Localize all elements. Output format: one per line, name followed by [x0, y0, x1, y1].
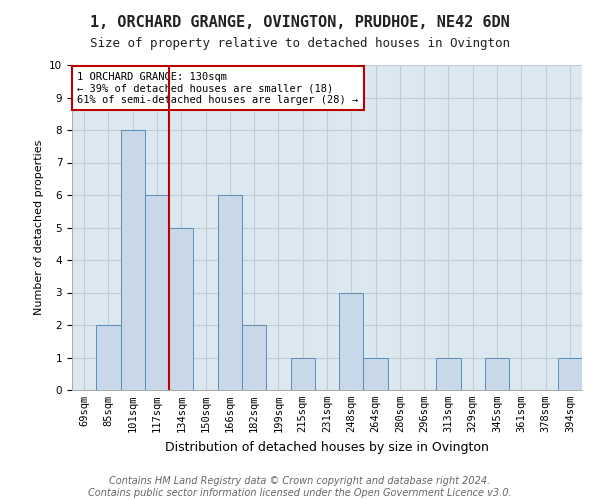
Bar — [218, 195, 242, 390]
X-axis label: Distribution of detached houses by size in Ovington: Distribution of detached houses by size … — [165, 440, 489, 454]
Bar — [558, 358, 582, 390]
Y-axis label: Number of detached properties: Number of detached properties — [34, 140, 44, 315]
Bar — [290, 358, 315, 390]
Text: 1, ORCHARD GRANGE, OVINGTON, PRUDHOE, NE42 6DN: 1, ORCHARD GRANGE, OVINGTON, PRUDHOE, NE… — [90, 15, 510, 30]
Bar — [169, 228, 193, 390]
Text: Contains HM Land Registry data © Crown copyright and database right 2024.
Contai: Contains HM Land Registry data © Crown c… — [88, 476, 512, 498]
Bar — [364, 358, 388, 390]
Bar — [145, 195, 169, 390]
Bar — [436, 358, 461, 390]
Bar — [121, 130, 145, 390]
Bar — [339, 292, 364, 390]
Bar — [96, 325, 121, 390]
Bar — [485, 358, 509, 390]
Bar — [242, 325, 266, 390]
Text: Size of property relative to detached houses in Ovington: Size of property relative to detached ho… — [90, 38, 510, 51]
Text: 1 ORCHARD GRANGE: 130sqm
← 39% of detached houses are smaller (18)
61% of semi-d: 1 ORCHARD GRANGE: 130sqm ← 39% of detach… — [77, 72, 358, 104]
